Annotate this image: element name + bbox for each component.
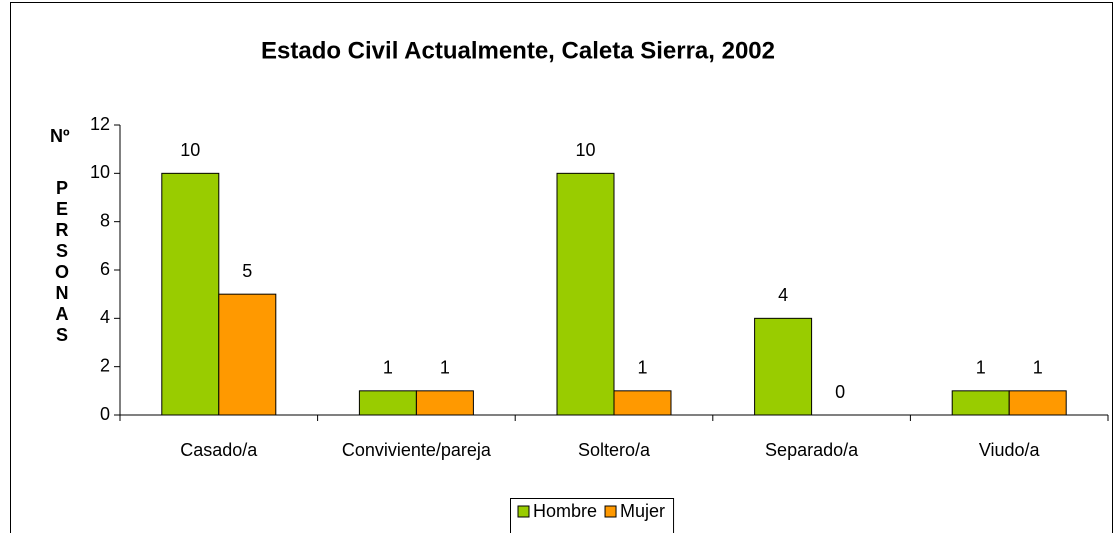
y-tick-label: 8	[100, 210, 110, 230]
y-tick-label: 0	[100, 404, 110, 424]
bar	[1008, 390, 1067, 416]
value-label: 1	[440, 358, 450, 378]
bar	[218, 293, 277, 416]
x-tick-label: Conviviente/pareja	[342, 440, 492, 460]
y-tick-label: 6	[100, 259, 110, 279]
bar	[415, 390, 474, 416]
y-tick-label: 2	[100, 355, 110, 375]
x-tick-label: Casado/a	[180, 440, 258, 460]
bar	[556, 172, 615, 416]
value-label: 4	[778, 285, 788, 305]
value-label: 1	[383, 358, 393, 378]
bar	[951, 390, 1010, 416]
value-label: 1	[976, 358, 986, 378]
y-axis-label: PERSONAS	[52, 178, 72, 346]
legend-box	[510, 498, 675, 533]
bar	[754, 317, 813, 416]
bar	[358, 390, 417, 416]
y-tick-label: 4	[100, 307, 110, 327]
value-label: 10	[180, 140, 200, 160]
value-label: 0	[835, 382, 845, 402]
bar	[613, 390, 672, 416]
y-tick-label: 12	[90, 114, 110, 134]
value-label: 5	[242, 261, 252, 281]
legend-label: Hombre	[533, 501, 597, 521]
x-tick-label: Separado/a	[765, 440, 859, 460]
legend-swatch	[604, 505, 617, 518]
y-tick-label: 10	[90, 162, 110, 182]
value-label: 1	[1033, 358, 1043, 378]
legend-label: Mujer	[620, 501, 665, 521]
legend: Hombre Mujer	[510, 498, 675, 533]
chart-title: Estado Civil Actualmente, Caleta Sierra,…	[261, 37, 775, 64]
bar	[161, 172, 220, 416]
value-label: 10	[575, 140, 595, 160]
x-tick-label: Soltero/a	[578, 440, 651, 460]
value-label: 1	[637, 358, 647, 378]
y-axis-label: Nº	[50, 126, 70, 146]
legend-swatch	[517, 505, 530, 518]
x-tick-label: Viudo/a	[979, 440, 1041, 460]
